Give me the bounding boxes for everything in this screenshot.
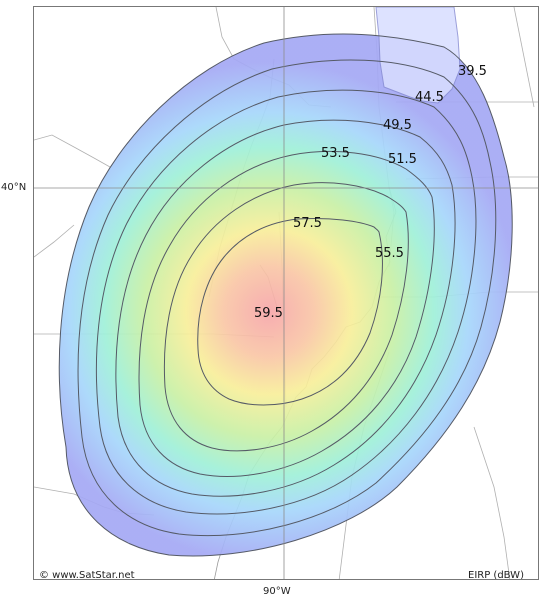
copyright-text: © www.SatStar.net — [39, 570, 135, 580]
contour-44-5 — [77, 59, 497, 537]
units-label: EIRP (dBW) — [468, 570, 524, 580]
longitude-label: 90°W — [263, 586, 291, 597]
latitude-label: 40°N — [1, 182, 27, 193]
contour-39-5 — [58, 33, 513, 557]
contour-53-5 — [138, 150, 435, 477]
contour-label-57-5: 57.5 — [293, 216, 322, 231]
contour-label-59-5: 59.5 — [254, 306, 283, 321]
contour-label-53-5: 53.5 — [321, 146, 350, 161]
map-frame: 39.5 44.5 49.5 51.5 53.5 55.5 57.5 59.5 … — [33, 6, 539, 580]
eirp-contours — [58, 33, 513, 557]
lake-michigan — [375, 7, 461, 104]
contour-label-39-5: 39.5 — [458, 64, 487, 79]
contour-55-5 — [163, 182, 409, 452]
contour-51-5 — [115, 119, 456, 497]
contour-label-55-5: 55.5 — [375, 246, 404, 261]
contour-57-5 — [197, 218, 383, 406]
graticule — [34, 7, 538, 579]
coverage-heat — [59, 34, 513, 557]
contour-label-44-5: 44.5 — [415, 90, 444, 105]
coverage-map: 39.5 44.5 49.5 51.5 53.5 55.5 57.5 59.5 … — [34, 7, 538, 580]
contour-labels: 39.5 44.5 49.5 51.5 53.5 55.5 57.5 59.5 — [254, 64, 487, 321]
contour-49-5 — [95, 89, 477, 515]
contour-label-51-5: 51.5 — [388, 152, 417, 167]
contour-label-49-5: 49.5 — [383, 118, 412, 133]
